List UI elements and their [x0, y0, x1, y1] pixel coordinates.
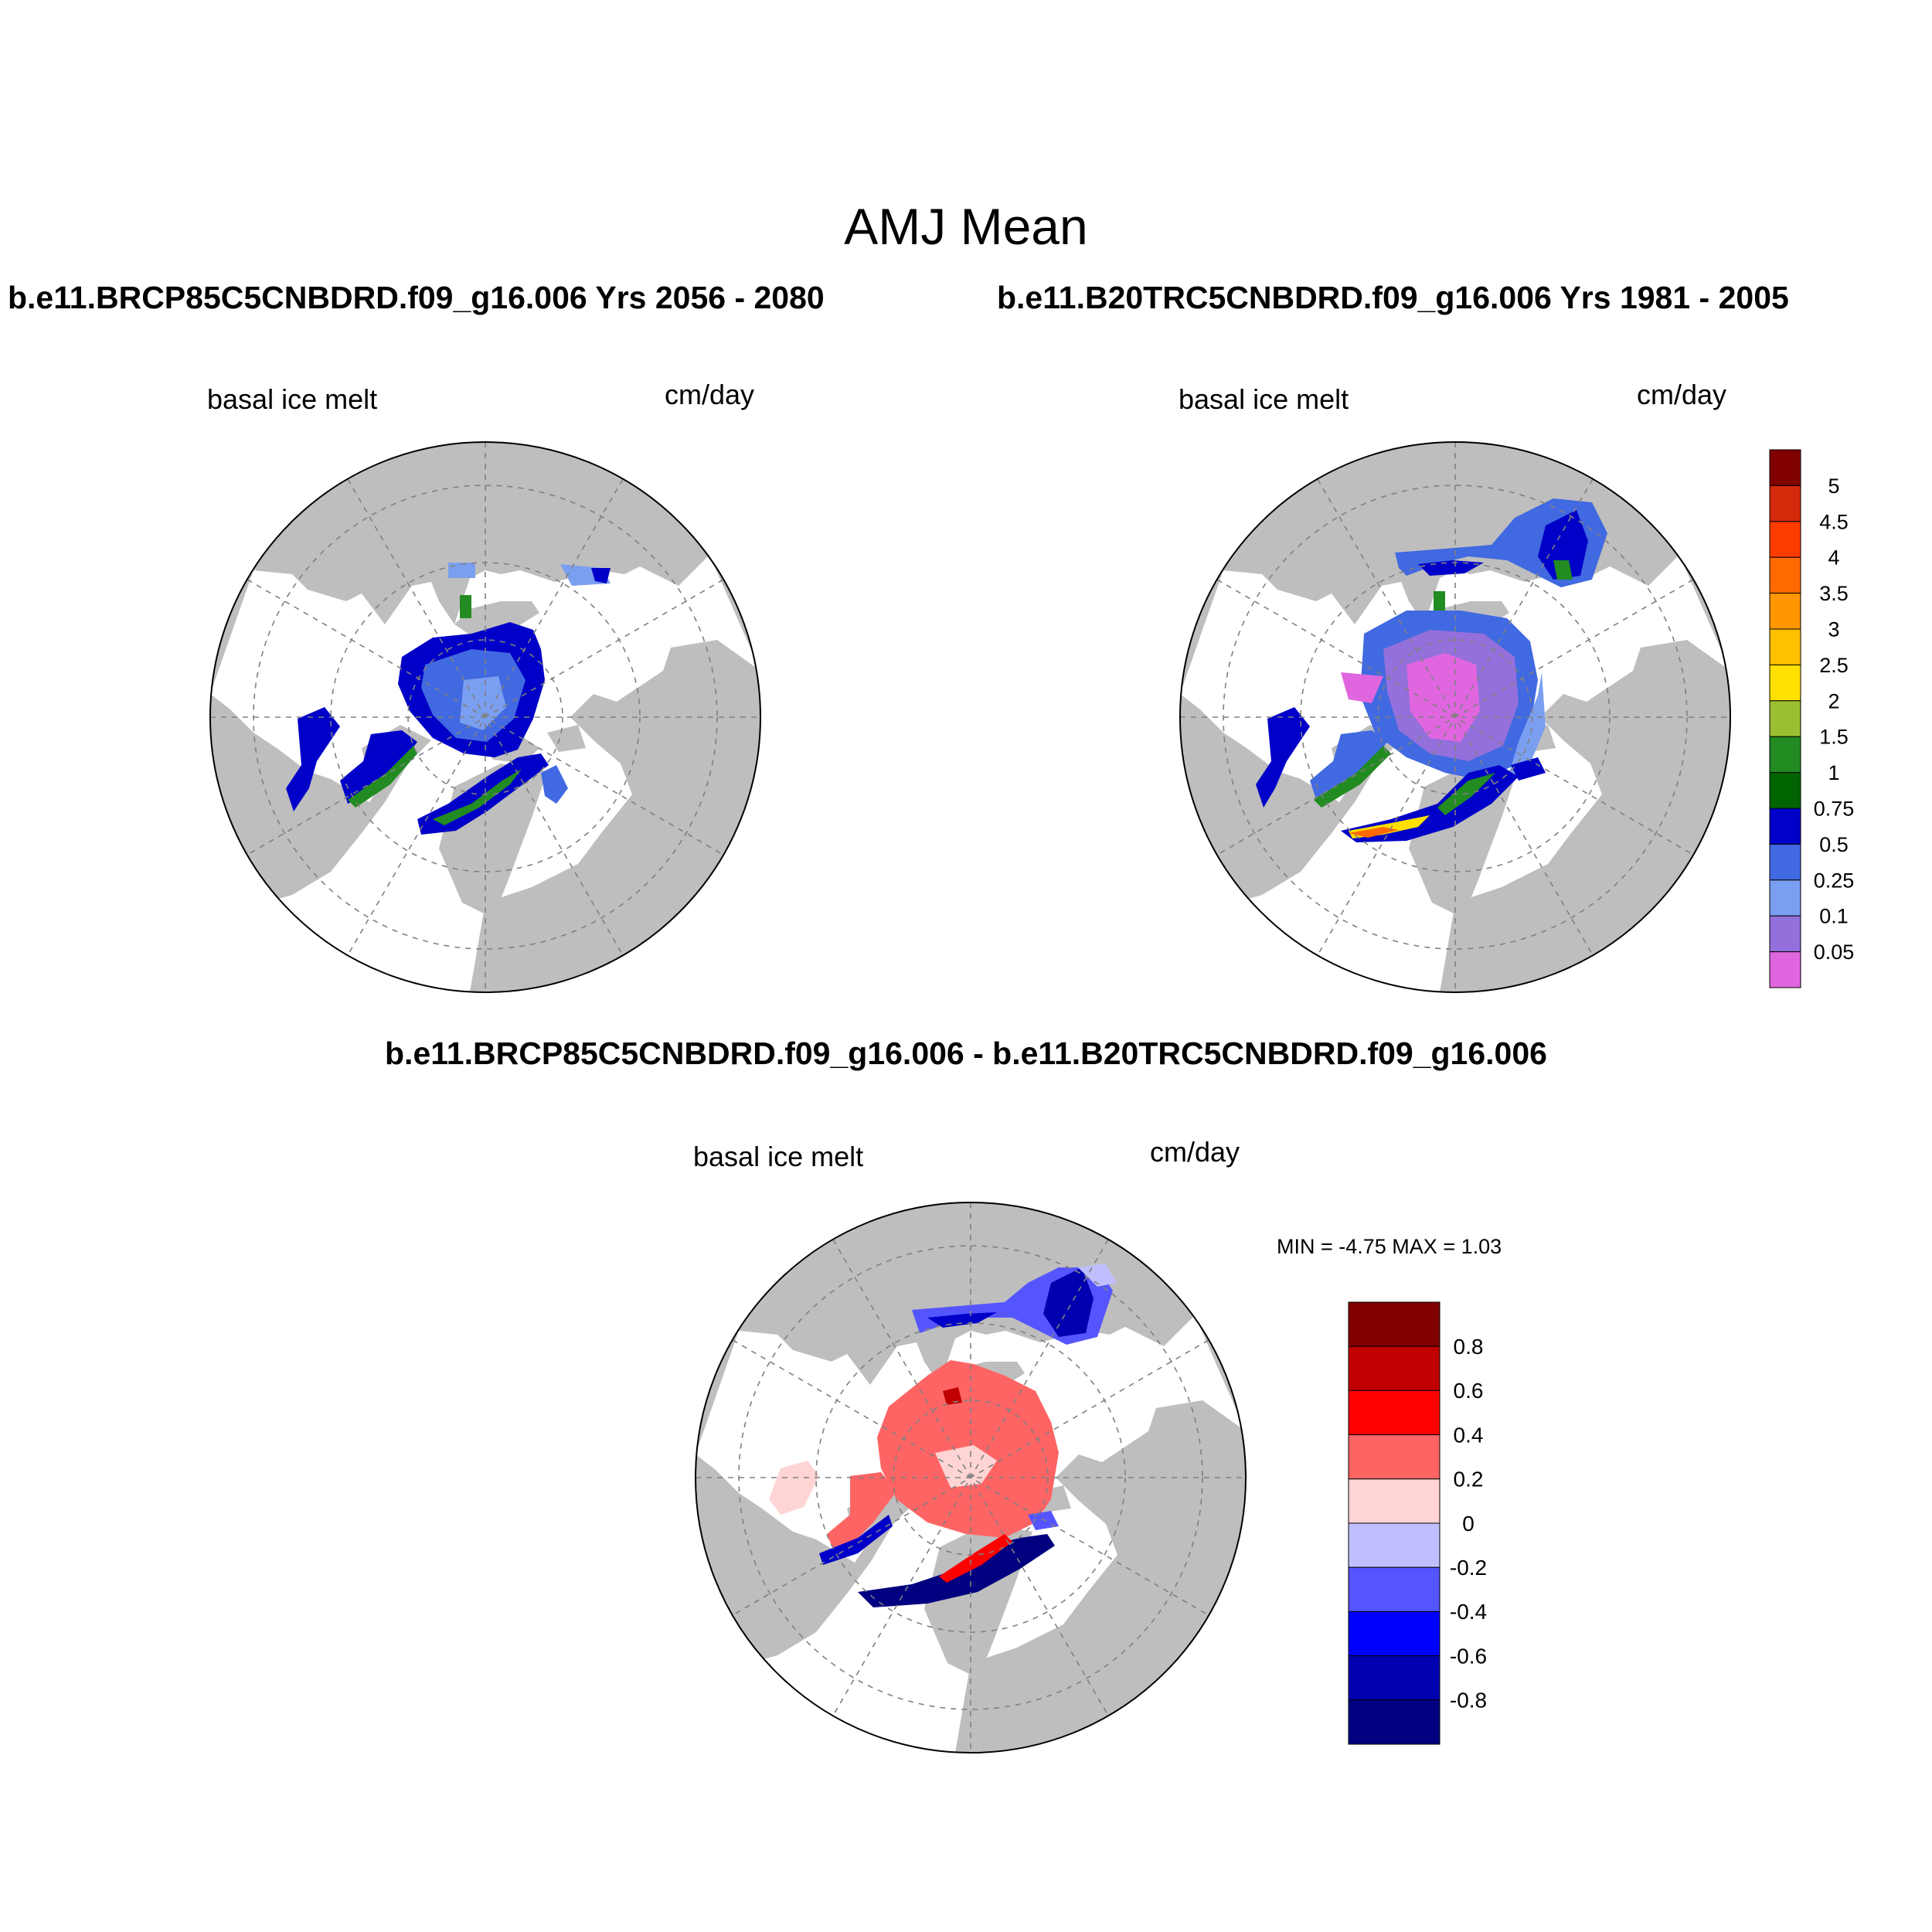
colorbar-absolute-swatch: [1769, 700, 1801, 737]
colorbar-absolute-label: 0.75: [1814, 797, 1855, 820]
map-left: [209, 441, 761, 993]
colorbar-absolute-swatch: [1769, 556, 1801, 594]
colorbar-absolute-swatch: [1769, 915, 1801, 953]
colorbar-difference-swatch: [1348, 1301, 1440, 1347]
colorbar-absolute-swatch: [1769, 772, 1801, 809]
case-title-right: b.e11.B20TRC5CNBDRD.f09_g16.006 Yrs 1981…: [997, 280, 1789, 315]
colorbar-absolute-label: 0.05: [1814, 940, 1855, 964]
colorbar-absolute-label: 3: [1828, 617, 1839, 641]
difference-title: b.e11.BRCP85C5CNBDRD.f09_g16.006 - b.e11…: [385, 1036, 1547, 1071]
colorbar-difference-swatch: [1348, 1699, 1440, 1745]
colorbar-difference-swatch: [1348, 1522, 1440, 1568]
colorbar-difference-swatch: [1348, 1611, 1440, 1657]
colorbar-difference-label: -0.4: [1450, 1600, 1487, 1624]
diff-panel-units: cm/day: [1150, 1136, 1240, 1168]
left-panel-variable: basal ice melt: [207, 383, 378, 415]
colorbar-absolute-swatch: [1769, 951, 1801, 988]
colorbar-difference-label: -0.2: [1450, 1556, 1487, 1580]
colorbar-difference-swatch: [1348, 1389, 1440, 1436]
case-title-left: b.e11.BRCP85C5CNBDRD.f09_g16.006 Yrs 205…: [8, 280, 825, 315]
colorbar-absolute-label: 1: [1828, 761, 1839, 784]
colorbar-absolute-label: 4: [1828, 546, 1839, 570]
figure-title: AMJ Mean: [844, 198, 1088, 255]
colorbar-absolute: 5 4.5 4 3.5 3 2.5 2 1.5 1 0.75 0.5 0.25 0.1 0.05: [1769, 449, 1855, 988]
colorbar-difference-label: 0.2: [1454, 1468, 1484, 1492]
map-right: [1179, 441, 1731, 993]
left-panel-units: cm/day: [665, 379, 755, 410]
colorbar-absolute-swatch: [1769, 449, 1801, 486]
colorbar-difference: 0.8 0.6 0.4 0.2 0 -0.2 -0.4 -0.6 -0.8: [1348, 1301, 1487, 1745]
colorbar-difference-label: 0.6: [1454, 1379, 1484, 1403]
colorbar-absolute-label: 5: [1828, 474, 1839, 498]
diff-min-max: MIN = -4.75 MAX = 1.03: [1277, 1235, 1502, 1258]
colorbar-absolute-swatch: [1769, 843, 1801, 881]
colorbar-absolute-label: 1.5: [1819, 726, 1849, 749]
colorbar-absolute-swatch: [1769, 664, 1801, 702]
colorbar-absolute-label: 0.5: [1819, 833, 1849, 856]
colorbar-difference-swatch: [1348, 1655, 1440, 1701]
map-difference: [695, 1202, 1247, 1753]
colorbar-difference-label: 0: [1462, 1512, 1475, 1536]
colorbar-absolute-label: 4.5: [1819, 510, 1849, 533]
colorbar-absolute-swatch: [1769, 628, 1801, 665]
colorbar-absolute-label: 2: [1828, 689, 1839, 713]
colorbar-absolute-swatch: [1769, 808, 1801, 845]
colorbar-absolute-swatch: [1769, 485, 1801, 522]
colorbar-absolute-swatch: [1769, 521, 1801, 558]
colorbar-difference-swatch: [1348, 1566, 1440, 1612]
colorbar-absolute-label: 0.1: [1819, 905, 1849, 928]
colorbar-difference-label: -0.6: [1450, 1644, 1487, 1668]
colorbar-absolute-swatch: [1769, 593, 1801, 630]
right-panel-units: cm/day: [1637, 379, 1727, 410]
colorbar-absolute-label: 0.25: [1814, 869, 1855, 892]
colorbar-difference-label: -0.8: [1450, 1689, 1487, 1713]
colorbar-difference-label: 0.4: [1454, 1423, 1484, 1447]
colorbar-difference-swatch: [1348, 1434, 1440, 1480]
diff-panel-variable: basal ice melt: [693, 1141, 864, 1172]
colorbar-absolute-swatch: [1769, 736, 1801, 774]
colorbar-difference-swatch: [1348, 1478, 1440, 1524]
colorbar-absolute-label: 3.5: [1819, 582, 1849, 605]
colorbar-absolute-swatch: [1769, 879, 1801, 917]
colorbar-difference-swatch: [1348, 1345, 1440, 1391]
right-panel-variable: basal ice melt: [1179, 383, 1349, 415]
colorbar-difference-label: 0.8: [1454, 1335, 1484, 1359]
colorbar-absolute-label: 2.5: [1819, 654, 1849, 677]
